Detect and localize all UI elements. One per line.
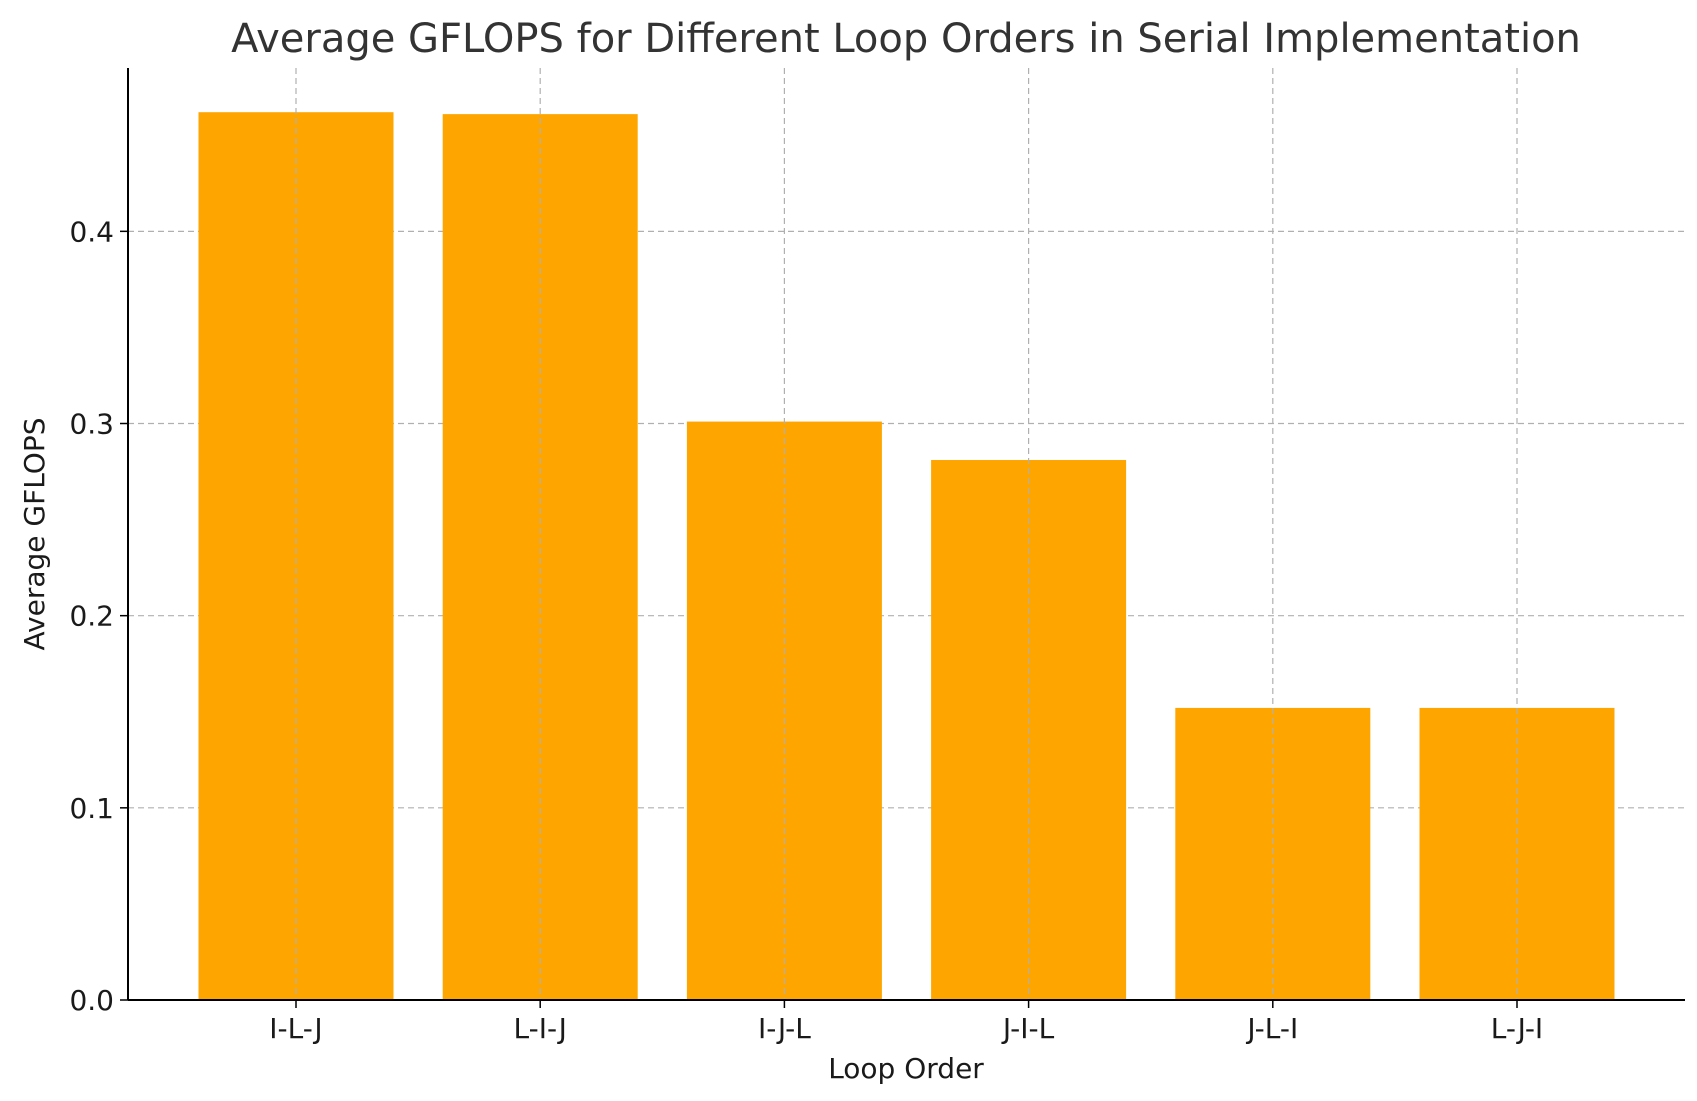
- chart-title: Average GFLOPS for Different Loop Orders…: [231, 16, 1581, 62]
- y-tick-label: 0.1: [69, 792, 114, 825]
- y-tick-label: 0.4: [69, 215, 114, 248]
- y-ticks: 0.0 0.1 0.2 0.3 0.4: [69, 215, 128, 1017]
- y-tick-label: 0.3: [69, 408, 114, 441]
- x-tick-label: J-I-L: [1001, 1012, 1055, 1045]
- x-ticks: I-L-J L-I-J I-J-L J-I-L J-L-I L-J-I: [269, 1000, 1543, 1045]
- x-tick-label: J-L-I: [1245, 1012, 1298, 1045]
- x-tick-label: I-J-L: [758, 1012, 811, 1045]
- x-tick-label: I-L-J: [269, 1012, 322, 1045]
- vertical-grid-layer: [295, 68, 1518, 1000]
- x-tick-label: L-I-J: [514, 1012, 567, 1045]
- x-axis-label: Loop Order: [828, 1052, 984, 1085]
- x-tick-label: L-J-I: [1491, 1012, 1543, 1045]
- bar-l-i-j: [442, 114, 638, 1001]
- y-tick-label: 0.2: [69, 600, 114, 633]
- y-tick-label: 0.0: [69, 984, 114, 1017]
- bar-i-l-j: [198, 112, 394, 1000]
- y-axis-label: Average GFLOPS: [18, 418, 51, 651]
